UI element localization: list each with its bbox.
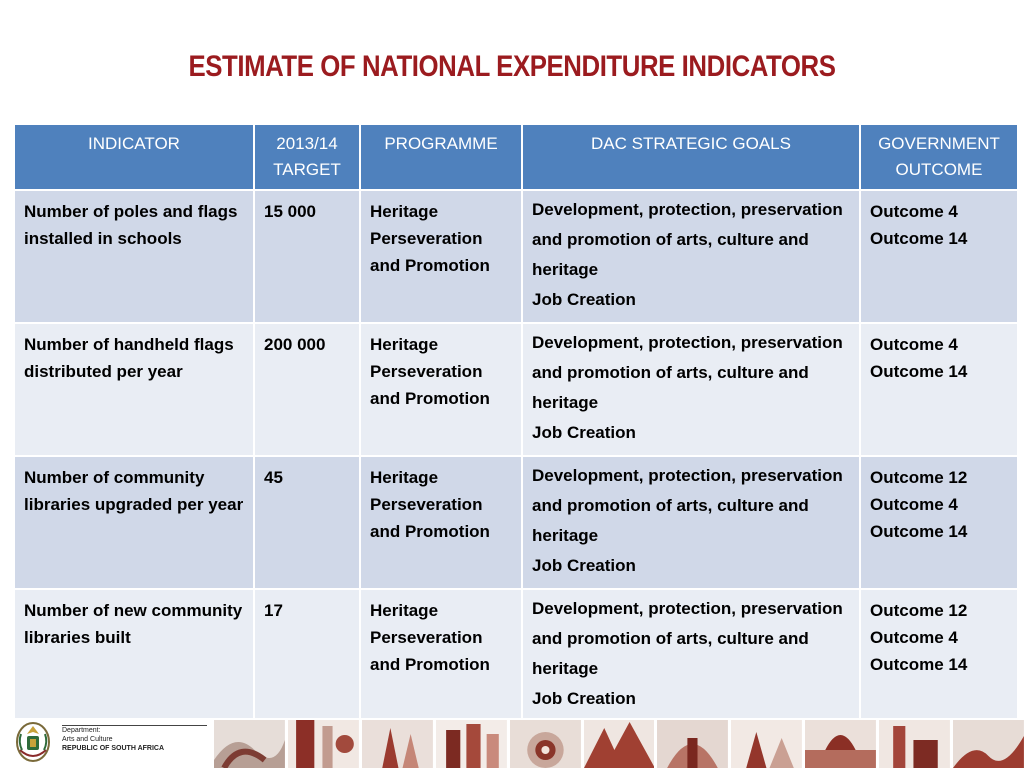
country-name: REPUBLIC OF SOUTH AFRICA [62, 745, 165, 752]
header-target: 2013/14 TARGET [253, 123, 361, 191]
cell-outcome: Outcome 12 Outcome 4 Outcome 14 [859, 455, 1019, 590]
cell-strategic-goals: Development, protection, preservation an… [521, 588, 861, 723]
cell-outcome: Outcome 12 Outcome 4 Outcome 14 [859, 588, 1019, 723]
logo-divider [62, 725, 207, 726]
cell-programme: Heritage Perseveration and Promotion [359, 588, 523, 723]
cell-target: 45 [253, 455, 361, 590]
coat-of-arms-icon [16, 722, 50, 762]
department-name: Department: Arts and Culture REPUBLIC OF… [62, 726, 164, 753]
cell-strategic-goals: Development, protection, preservation an… [521, 455, 861, 590]
cell-indicator: Number of new community libraries built [13, 588, 255, 723]
banner-tile [657, 720, 729, 768]
cell-programme: Heritage Perseveration and Promotion [359, 455, 523, 590]
table-row: Number of community libraries upgraded p… [13, 455, 1019, 590]
banner-tile [287, 720, 359, 768]
footer-banner [214, 720, 1024, 768]
department-label: Department: [62, 727, 101, 734]
banner-tile [435, 720, 507, 768]
header-government-outcome: GOVERNMENT OUTCOME [859, 123, 1019, 191]
table-row: Number of poles and flags installed in s… [13, 189, 1019, 324]
banner-tile [731, 720, 803, 768]
banner-tile [879, 720, 951, 768]
cell-programme: Heritage Perseveration and Promotion [359, 189, 523, 324]
table-row: Number of handheld flags distributed per… [13, 322, 1019, 457]
header-programme: PROGRAMME [359, 123, 523, 191]
cell-indicator: Number of handheld flags distributed per… [13, 322, 255, 457]
department-subname: Arts and Culture [62, 736, 113, 743]
banner-tile [361, 720, 433, 768]
cell-outcome: Outcome 4 Outcome 14 [859, 189, 1019, 324]
header-strategic-goals: DAC STRATEGIC GOALS [521, 123, 861, 191]
cell-strategic-goals: Development, protection, preservation an… [521, 189, 861, 324]
table-row: Number of new community libraries built … [13, 588, 1019, 723]
cell-outcome: Outcome 4 Outcome 14 [859, 322, 1019, 457]
banner-tile [953, 720, 1024, 768]
banner-tile [583, 720, 655, 768]
header-indicator: INDICATOR [13, 123, 255, 191]
cell-target: 17 [253, 588, 361, 723]
cell-indicator: Number of poles and flags installed in s… [13, 189, 255, 324]
cell-strategic-goals: Development, protection, preservation an… [521, 322, 861, 457]
cell-programme: Heritage Perseveration and Promotion [359, 322, 523, 457]
cell-target: 15 000 [253, 189, 361, 324]
cell-target: 200 000 [253, 322, 361, 457]
page-title: ESTIMATE OF NATIONAL EXPENDITURE INDICAT… [188, 50, 836, 83]
banner-tile [214, 720, 285, 768]
table-header-row: INDICATOR 2013/14 TARGET PROGRAMME DAC S… [13, 123, 1019, 191]
department-logo: Department: Arts and Culture REPUBLIC OF… [12, 720, 207, 764]
banner-tile [509, 720, 581, 768]
banner-tile [805, 720, 877, 768]
indicators-table: INDICATOR 2013/14 TARGET PROGRAMME DAC S… [13, 123, 1019, 723]
cell-indicator: Number of community libraries upgraded p… [13, 455, 255, 590]
